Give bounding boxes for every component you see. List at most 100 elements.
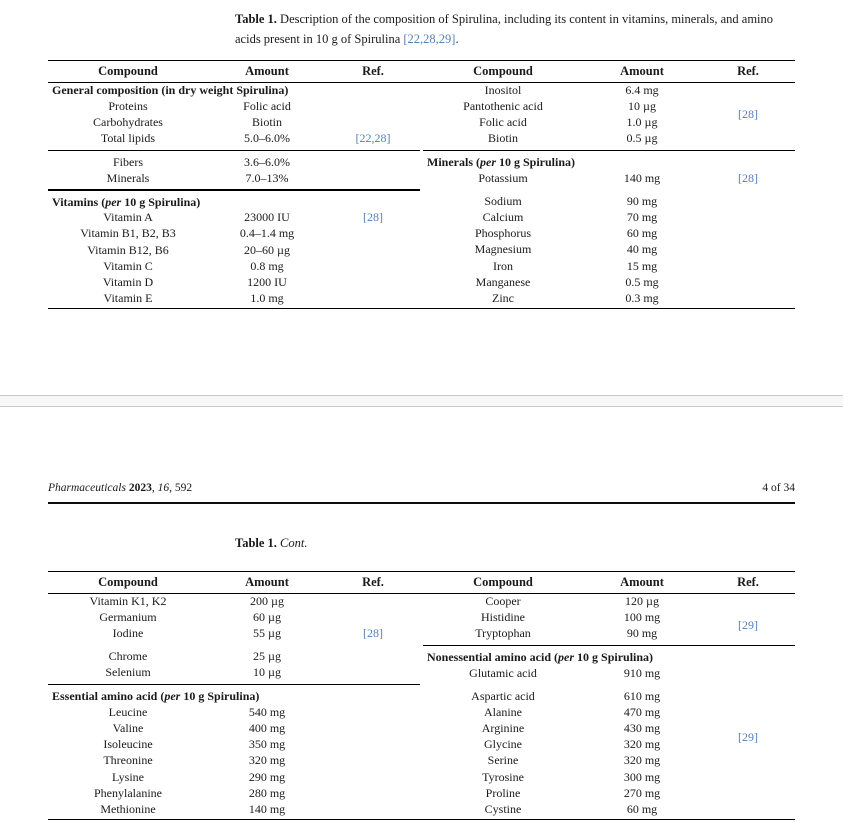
citation-ref[interactable]: [28]: [363, 625, 383, 640]
table1-right-half: Compound Amount Ref. [28] Inositol 6.4 m…: [423, 61, 795, 307]
compound-cell: Inositol: [484, 82, 522, 97]
compound-cell: Proline: [485, 785, 521, 800]
amount-cell: 0.5 mg: [625, 274, 659, 289]
compound-cell: Vitamin D: [102, 275, 154, 290]
table-row: Calcium 70 mg: [423, 210, 795, 226]
table-row: Magnesium 40 mg: [423, 242, 795, 258]
amount-cell: Biotin: [251, 114, 282, 129]
column-header-amount: Amount: [245, 64, 289, 78]
amount-cell: 300 mg: [623, 769, 661, 784]
table-row: Leucine 540 mg: [48, 704, 420, 720]
amount-cell: 3.6–6.0%: [244, 154, 290, 169]
table-divider: [423, 644, 795, 646]
table-row: Carbohydrates Biotin: [48, 114, 420, 130]
amount-cell: 55 µg: [253, 625, 281, 640]
compound-cell: Iodine: [112, 625, 144, 640]
table1cont-right-half: Compound Amount Ref. [29] [29] Cooper 12…: [423, 572, 795, 818]
compound-cell: Tryptophan: [475, 625, 531, 640]
journal-pages: , 592: [169, 482, 193, 494]
section-title-italic: per: [164, 689, 181, 704]
citation-ref[interactable]: [29]: [738, 730, 758, 744]
amount-cell: 290 mg: [248, 769, 286, 784]
table-row: Phosphorus 60 mg: [423, 226, 795, 242]
amount-cell: 0.8 mg: [250, 258, 284, 273]
amount-cell: 200 µg: [250, 593, 284, 608]
table-row: Tryptophan 90 mg: [423, 625, 795, 641]
amount-cell: 5.0–6.0%: [244, 131, 290, 146]
citation-ref[interactable]: [28]: [363, 210, 383, 225]
compound-cell: Glutamic acid: [469, 665, 537, 680]
citation-ref[interactable]: [28]: [738, 170, 758, 185]
header-rule: [48, 593, 795, 595]
journal-volume: 16: [157, 482, 170, 494]
amount-cell: 610 mg: [623, 688, 661, 703]
citation-ref[interactable]: [29]: [738, 618, 758, 632]
compound-cell: Chrome: [108, 649, 148, 664]
amount-cell: 6.4 mg: [625, 82, 659, 97]
table-divider: [48, 683, 420, 686]
table-row: Lysine 290 mg: [48, 769, 420, 785]
table-divider: [423, 149, 795, 151]
citation-link[interactable]: [22,28,29]: [403, 32, 456, 46]
running-header-rule: [48, 502, 795, 504]
table-row: Vitamin K1, K2 200 µg: [48, 593, 420, 609]
compound-cell: Cooper: [485, 593, 521, 608]
amount-cell: 7.0–13%: [245, 170, 289, 185]
table-row: Phenylalanine 280 mg: [48, 785, 420, 801]
journal-reference: Pharmaceuticals 2023, 16, 592: [48, 482, 192, 494]
compound-cell: Lysine: [112, 769, 144, 784]
table-row: Valine 400 mg: [48, 721, 420, 737]
table-header-row: Compound Amount Ref.: [48, 572, 420, 593]
compound-cell: Selenium: [105, 665, 151, 680]
compound-cell: Cystine: [484, 802, 522, 817]
table-row: Histidine 100 mg: [423, 609, 795, 625]
journal-sep: ,: [151, 482, 158, 494]
column-header-ref: Ref.: [737, 575, 759, 589]
compound-cell: Methionine: [100, 802, 156, 817]
table1-left-half: Compound Amount Ref. General composition…: [48, 61, 420, 307]
section-title-rest: 10 g Spirulina): [496, 154, 576, 169]
amount-cell: 0.3 mg: [625, 291, 659, 306]
citation-ref[interactable]: [22,28]: [355, 131, 391, 146]
amount-cell: 140 mg: [623, 170, 661, 185]
table-row: Manganese 0.5 mg: [423, 274, 795, 290]
compound-cell: Aspartic acid: [471, 688, 535, 703]
compound-cell: Isoleucine: [103, 737, 153, 752]
column-header-compound: Compound: [98, 575, 158, 589]
table-row: Proteins Folic acid: [48, 98, 420, 114]
column-header-compound: Compound: [473, 64, 533, 78]
table-row: Fibers 3.6–6.0%: [48, 154, 420, 170]
table-row: Isoleucine 350 mg: [48, 737, 420, 753]
compound-cell: Germanium: [99, 609, 157, 624]
amount-cell: Folic acid: [243, 98, 291, 113]
section-title-italic: per: [105, 194, 122, 209]
cont-italic: Cont.: [276, 536, 308, 550]
table-row: Pantothenic acid 10 µg: [423, 98, 795, 114]
compound-cell: Arginine: [481, 721, 525, 736]
amount-cell: 140 mg: [248, 802, 286, 817]
table-row: Chrome 25 µg: [48, 649, 420, 665]
amount-cell: 70 mg: [626, 210, 658, 225]
compound-cell: Magnesium: [474, 242, 532, 257]
amount-cell: 470 mg: [623, 704, 661, 719]
compound-cell: Histidine: [481, 609, 525, 624]
compound-cell: Vitamin B12, B6: [87, 242, 169, 257]
table-row: Zinc 0.3 mg: [423, 290, 795, 306]
section-title: Vitamins (: [52, 194, 106, 209]
compound-cell: Minerals: [106, 170, 150, 185]
amount-cell: 320 mg: [623, 753, 661, 768]
table-row: Vitamin B12, B6 20–60 µg: [48, 242, 420, 258]
amount-cell: 280 mg: [248, 785, 286, 800]
compound-cell: Proteins: [108, 98, 148, 113]
table-row: Serine 320 mg: [423, 753, 795, 769]
amount-cell: 350 mg: [248, 737, 286, 752]
compound-cell: Serine: [487, 753, 519, 768]
table-row: Potassium 140 mg [28]: [423, 170, 795, 186]
section-title: Essential amino acid (: [52, 689, 165, 704]
journal-year: 2023: [125, 482, 152, 494]
section-title-rest: 10 g Spirulina): [121, 194, 201, 209]
table-row: Total lipids 5.0–6.0% [22,28]: [48, 131, 420, 147]
compound-cell: Carbohydrates: [93, 114, 163, 129]
citation-ref[interactable]: [28]: [738, 107, 758, 121]
amount-cell: 60 mg: [626, 226, 658, 241]
